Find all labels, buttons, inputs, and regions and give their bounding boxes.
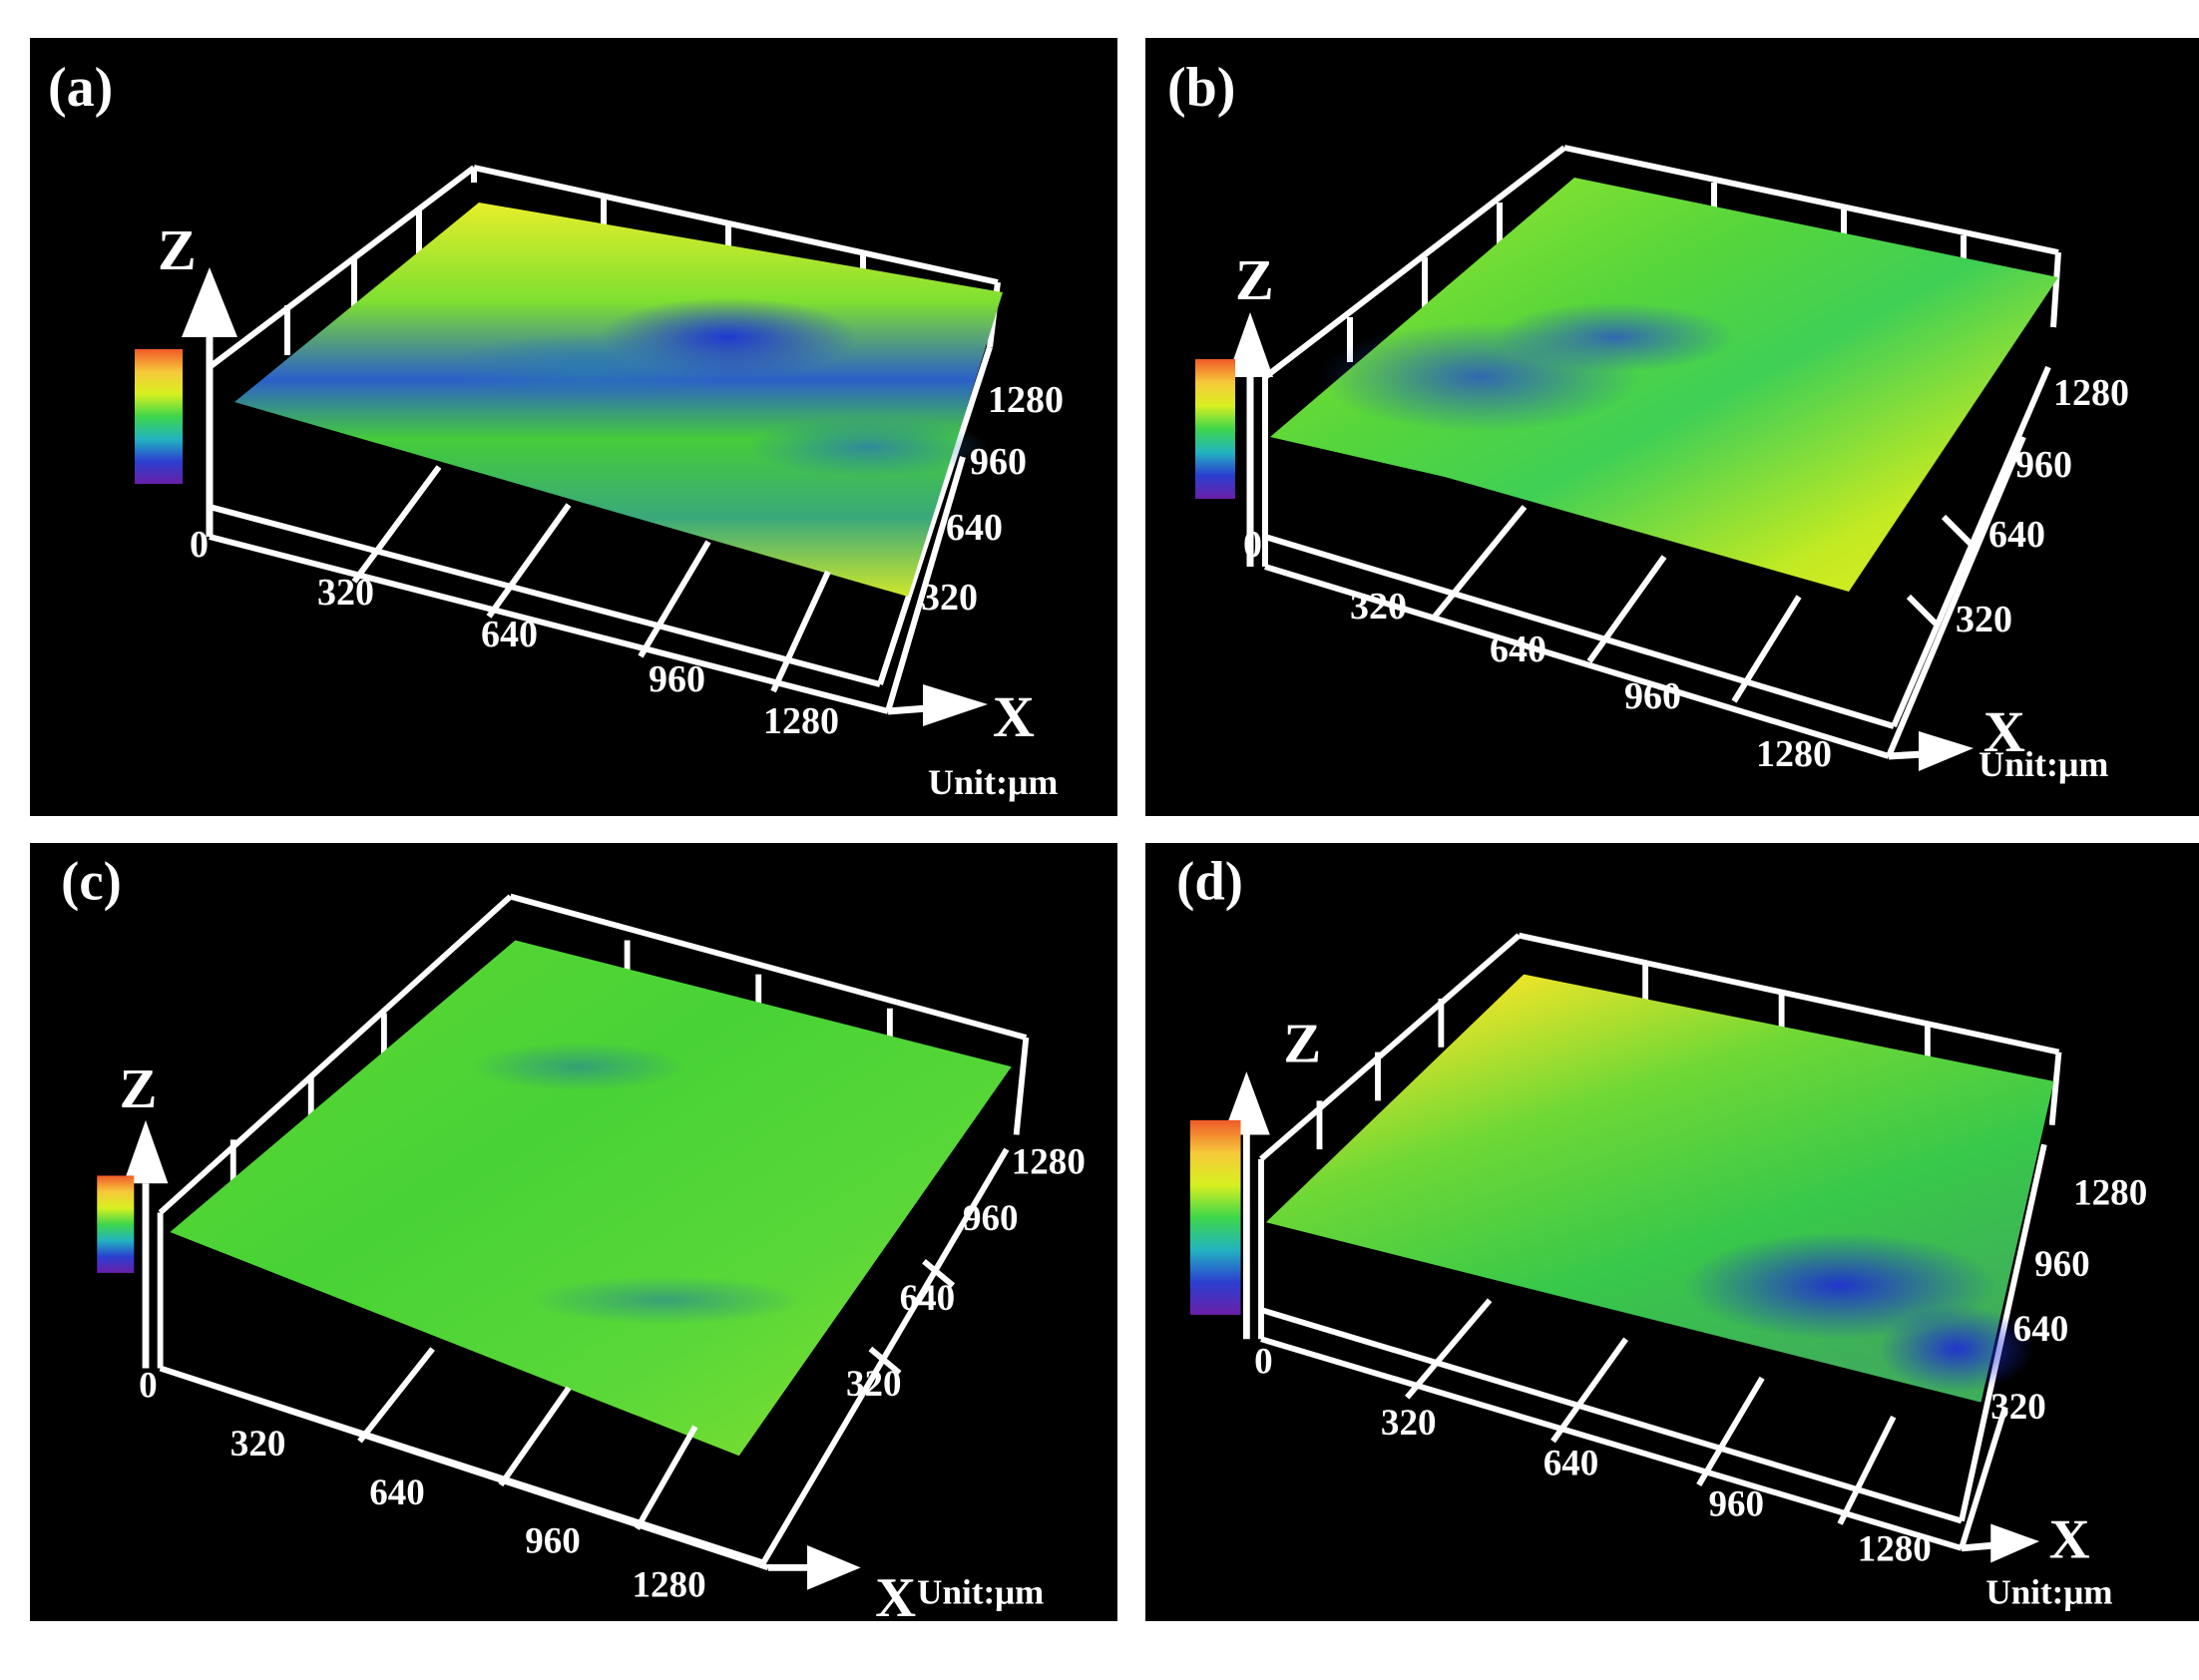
x-tick-b-640: 640 — [1490, 629, 1546, 670]
x-axis-letter-d: X — [2049, 1509, 2090, 1571]
x-axis-letter-b: X — [1983, 699, 2025, 764]
colorbar-b — [1195, 359, 1235, 499]
panel-d: (d) Z 0 320 640 960 1280 1280 960 640 32… — [1145, 843, 2199, 1621]
x-tick-c-640: 640 — [369, 1472, 425, 1513]
colorbar-a — [135, 349, 183, 484]
y-tick-a-960: 960 — [970, 441, 1027, 483]
depression-b2 — [1495, 302, 1734, 372]
zero-label-c: 0 — [139, 1366, 158, 1407]
x-tick-a-640: 640 — [481, 614, 538, 655]
z-axis-arrow-b — [1227, 312, 1273, 567]
y-tick-b-960: 960 — [2015, 444, 2072, 486]
x-tick-a-1280: 1280 — [763, 700, 839, 742]
x-axis-arrow-d — [1961, 1523, 2039, 1563]
floor-grid-b — [1262, 435, 2026, 759]
x-tick-c-960: 960 — [525, 1521, 581, 1562]
x-tick-a-320: 320 — [317, 572, 374, 614]
y-tick-b-1280: 1280 — [2053, 372, 2129, 414]
unit-label-b: Unit:μm — [1979, 744, 2108, 784]
panel-label-a: (a) — [48, 57, 113, 119]
depression-a3 — [748, 417, 988, 477]
x-tick-c-320: 320 — [230, 1424, 286, 1465]
x-tick-d-960: 960 — [1709, 1484, 1765, 1525]
y-tick-a-640: 640 — [946, 507, 1003, 549]
depression-d2 — [1879, 1305, 2035, 1393]
panel-c: (c) Z 0 320 640 960 1280 1280 960 640 32… — [30, 843, 1117, 1621]
y-tick-a-1280: 1280 — [988, 379, 1064, 421]
x-axis-letter-a: X — [993, 684, 1035, 749]
x-tick-c-1280: 1280 — [632, 1565, 705, 1606]
depression-a2 — [449, 332, 728, 402]
z-axis-arrow-d — [1222, 1071, 1270, 1340]
y-tick-c-960: 960 — [963, 1198, 1019, 1239]
floor-grid-d — [1258, 1298, 2008, 1551]
z-axis-arrow-a — [182, 267, 237, 537]
z-axis-letter-a: Z — [158, 217, 197, 282]
surface-b — [1270, 178, 2058, 592]
surface-plot-d: (d) Z 0 320 640 960 1280 1280 960 640 32… — [1176, 851, 2147, 1612]
y-tick-c-640: 640 — [900, 1278, 956, 1319]
surface-plot-a: (a) Z 0 320 640 960 1280 1280 960 640 32… — [48, 57, 1064, 802]
panel-label-d: (d) — [1176, 851, 1243, 912]
z-axis-letter-c: Z — [120, 1058, 158, 1120]
x-tick-a-960: 960 — [649, 658, 705, 700]
panel-label-c: (c) — [61, 851, 122, 912]
y-tick-a-320: 320 — [921, 577, 978, 619]
x-axis-arrow-b — [1888, 731, 1974, 771]
x-tick-d-1280: 1280 — [1858, 1529, 1932, 1570]
y-tick-c-1280: 1280 — [1012, 1142, 1086, 1183]
z-axis-arrow-c — [123, 1119, 169, 1369]
depression-c2 — [471, 1042, 686, 1091]
surface-plot-b: (b) Z 0 320 640 960 1280 1280 960 640 32… — [1167, 57, 2129, 784]
colorbar-d — [1189, 1119, 1241, 1315]
x-tick-b-320: 320 — [1350, 586, 1407, 628]
surface-plot-c: (c) Z 0 320 640 960 1280 1280 960 640 32… — [61, 851, 1086, 1621]
x-tick-b-960: 960 — [1624, 675, 1681, 717]
floor-grid-a — [207, 456, 966, 714]
y-tick-d-320: 320 — [1990, 1387, 2046, 1428]
colorbar-c — [97, 1175, 135, 1273]
unit-label-c: Unit:μm — [917, 1572, 1044, 1611]
floor-grid-c — [159, 1259, 956, 1571]
x-axis-arrow-a — [887, 684, 988, 726]
x-axis-arrow-c — [768, 1544, 861, 1590]
surface-c — [170, 940, 1012, 1457]
zero-label-d: 0 — [1254, 1341, 1273, 1382]
x-tick-d-640: 640 — [1543, 1444, 1599, 1484]
y-tick-b-640: 640 — [1988, 514, 2045, 556]
x-tick-d-320: 320 — [1381, 1403, 1437, 1444]
unit-label-d: Unit:μm — [1985, 1572, 2112, 1611]
x-tick-b-1280: 1280 — [1756, 733, 1832, 775]
z-axis-letter-b: Z — [1235, 247, 1274, 312]
y-tick-d-1280: 1280 — [2073, 1173, 2147, 1214]
panel-a: (a) Z 0 320 640 960 1280 1280 960 640 32… — [30, 38, 1117, 816]
y-tick-d-640: 640 — [2013, 1309, 2069, 1350]
y-tick-b-320: 320 — [1956, 599, 2012, 640]
y-tick-d-960: 960 — [2034, 1244, 2090, 1285]
x-axis-letter-c: X — [875, 1567, 916, 1621]
unit-label-a: Unit:μm — [928, 762, 1058, 802]
depression-c1 — [530, 1275, 803, 1325]
panel-label-b: (b) — [1167, 57, 1235, 119]
zero-label-b: 0 — [1243, 524, 1262, 566]
panel-b: (b) Z 0 320 640 960 1280 1280 960 640 32… — [1145, 38, 2199, 816]
z-axis-letter-d: Z — [1283, 1013, 1321, 1074]
y-tick-c-320: 320 — [846, 1364, 902, 1405]
zero-label-a: 0 — [190, 524, 209, 566]
